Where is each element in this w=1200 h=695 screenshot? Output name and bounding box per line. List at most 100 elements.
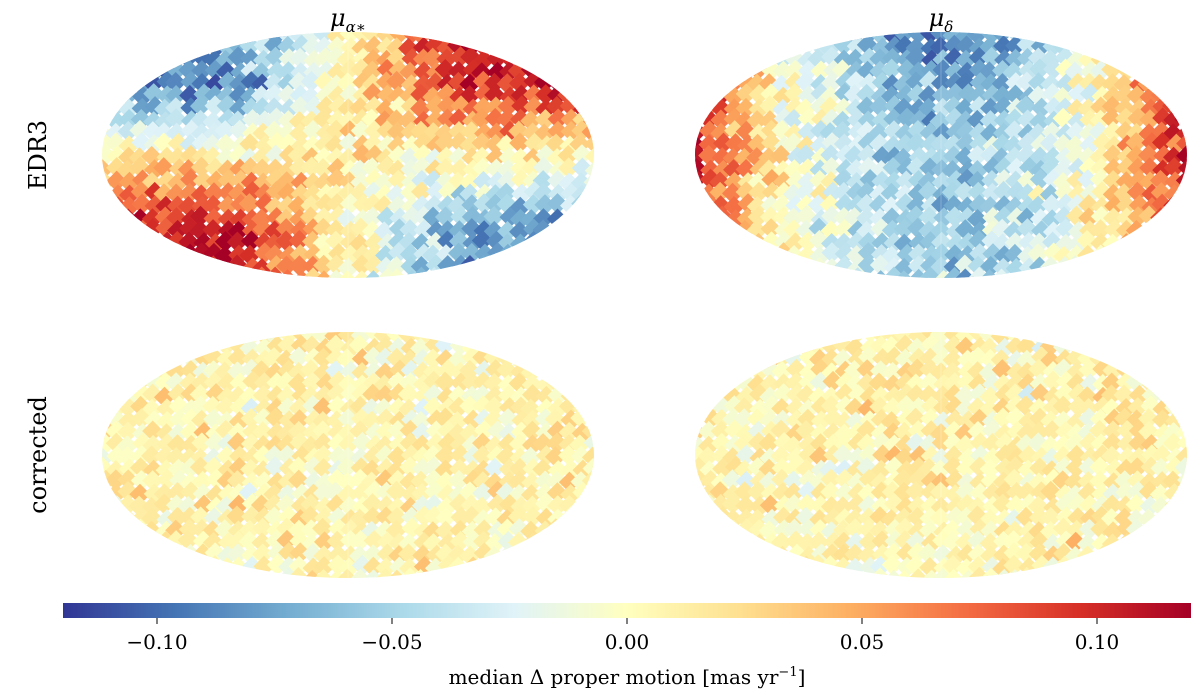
healpix-cell: [1005, 373, 1027, 395]
healpix-cell: [265, 107, 287, 129]
healpix-cell: [314, 172, 336, 194]
healpix-cell: [845, 532, 867, 554]
healpix-cell: [1029, 531, 1051, 553]
healpix-cell: [459, 395, 481, 417]
healpix-cell: [883, 542, 905, 564]
healpix-cell: [1089, 408, 1111, 430]
healpix-cell: [918, 180, 940, 203]
healpix-cell: [783, 108, 805, 131]
healpix-cell: [546, 482, 568, 504]
healpix-cell: [1065, 423, 1087, 445]
healpix-cell: [165, 108, 187, 130]
healpix-cell: [893, 421, 915, 443]
healpix-cell: [1029, 168, 1052, 190]
healpix-cell: [328, 518, 350, 540]
healpix-cell: [833, 34, 855, 56]
healpix-cell: [990, 349, 1012, 371]
healpix-cell: [299, 505, 321, 527]
healpix-cell: [336, 208, 358, 230]
healpix-cell: [1127, 157, 1149, 179]
healpix-cell: [289, 409, 311, 431]
healpix-cell: [1006, 157, 1028, 179]
healpix-cell: [1128, 384, 1150, 406]
healpix-cell: [191, 519, 213, 541]
healpix-cell: [1054, 493, 1076, 515]
healpix-cell: [721, 469, 743, 491]
healpix-cell: [375, 98, 397, 120]
healpix-cell: [759, 494, 781, 516]
healpix-cell: [1065, 456, 1087, 479]
healpix-cell: [290, 171, 312, 193]
healpix-cell: [324, 134, 346, 156]
healpix-cell: [797, 158, 819, 180]
healpix-cell: [202, 395, 224, 417]
healpix-cell: [203, 456, 225, 478]
healpix-cell: [699, 84, 721, 106]
healpix-cell: [363, 445, 385, 467]
healpix-cell: [881, 481, 903, 503]
healpix-cell: [919, 372, 941, 394]
healpix-cell: [277, 159, 299, 181]
healpix-cell: [459, 183, 481, 205]
healpix-cell: [978, 362, 1000, 384]
healpix-cell: [735, 97, 757, 119]
healpix-cell: [387, 397, 409, 419]
healpix-cell: [205, 468, 227, 490]
healpix-cell: [723, 196, 745, 218]
healpix-cell: [933, 397, 955, 419]
healpix-cell: [132, 432, 154, 454]
healpix-cell: [833, 531, 855, 553]
healpix-cell: [301, 156, 323, 178]
healpix-cell: [376, 32, 398, 46]
healpix-cell: [943, 384, 965, 406]
healpix-cell: [954, 98, 976, 120]
healpix-cell: [1115, 481, 1137, 503]
healpix-cell: [263, 483, 285, 505]
healpix-cell: [710, 98, 732, 120]
healpix-cell: [794, 98, 816, 120]
healpix-cell: [872, 543, 894, 565]
healpix-cell: [461, 371, 483, 393]
healpix-cell: [1015, 542, 1037, 564]
healpix-cell: [411, 422, 433, 444]
healpix-cell: [312, 569, 335, 578]
healpix-cell: [508, 433, 531, 455]
healpix-cell: [785, 530, 807, 552]
healpix-cell: [810, 543, 833, 565]
healpix-cell: [695, 459, 696, 481]
healpix-cell: [979, 532, 1001, 554]
healpix-cell: [240, 60, 262, 82]
healpix-cell: [695, 435, 697, 457]
healpix-cell: [201, 134, 223, 156]
healpix-cell: [315, 244, 337, 266]
healpix-cell: [461, 505, 483, 527]
healpix-cell: [325, 348, 347, 370]
healpix-cell: [771, 457, 793, 479]
healpix-cell: [1125, 518, 1147, 540]
healpix-cell: [459, 481, 481, 503]
healpix-cell: [1089, 470, 1111, 492]
healpix-cell: [472, 482, 494, 504]
healpix-cell: [1139, 157, 1161, 179]
healpix-cell: [348, 334, 370, 356]
healpix-cell: [942, 361, 964, 383]
healpix-cell: [189, 383, 211, 406]
healpix-cell: [1104, 195, 1126, 217]
healpix-cell: [954, 181, 976, 203]
healpix-cell: [1055, 421, 1077, 443]
healpix-cell: [544, 408, 566, 430]
healpix-cell: [511, 95, 533, 117]
healpix-cell: [1076, 533, 1098, 555]
healpix-cell: [695, 158, 708, 180]
healpix-cell: [386, 70, 408, 92]
healpix-cell: [1139, 109, 1161, 131]
healpix-cell: [179, 506, 201, 528]
healpix-cell: [944, 206, 966, 228]
healpix-cell: [845, 98, 867, 120]
healpix-cell: [735, 121, 757, 143]
healpix-cell: [883, 386, 905, 408]
healpix-cell: [1054, 383, 1076, 405]
healpix-cell: [361, 493, 384, 515]
healpix-cell: [723, 171, 746, 193]
